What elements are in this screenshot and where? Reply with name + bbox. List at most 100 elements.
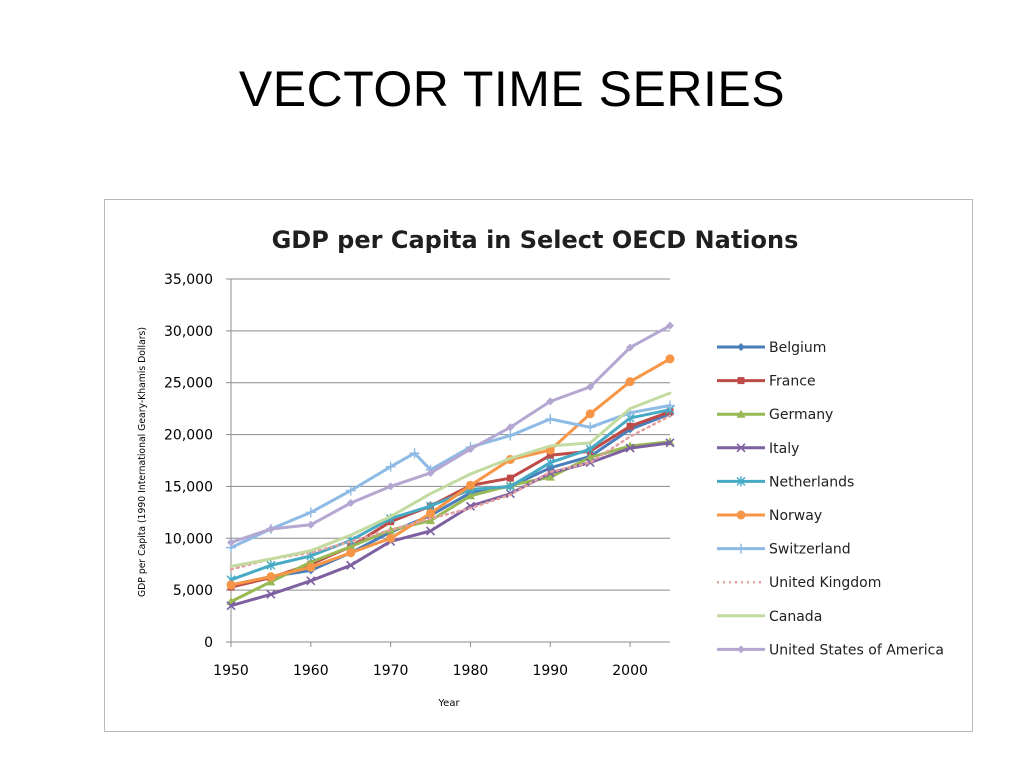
x-tick-label: 1970 xyxy=(373,663,409,679)
legend-item: Belgium xyxy=(717,340,826,356)
data-point xyxy=(465,480,475,490)
data-point xyxy=(409,448,420,459)
data-point xyxy=(505,430,516,441)
data-point xyxy=(466,445,475,454)
data-point xyxy=(266,589,276,599)
y-tick-label: 15,000 xyxy=(164,479,213,495)
legend-marker xyxy=(736,409,746,418)
data-point xyxy=(306,562,316,572)
series-line xyxy=(229,391,672,568)
data-point xyxy=(585,409,595,419)
data-point xyxy=(665,438,675,448)
gdp-line-chart: GDP per Capita in Select OECD Nations 0 5… xyxy=(137,226,944,709)
data-point xyxy=(385,461,396,472)
series-germany xyxy=(226,437,675,606)
y-tick-label: 0 xyxy=(204,635,213,651)
data-point xyxy=(465,501,476,511)
data-point xyxy=(586,382,595,391)
series-line xyxy=(229,324,672,544)
data-point xyxy=(386,533,396,543)
legend-marker xyxy=(736,476,746,487)
data-point xyxy=(305,507,316,518)
legend-label: Germany xyxy=(769,407,833,423)
axes: 0 5,000 10,000 15,000 20,000 25,000 30,000 35,0… xyxy=(164,272,670,679)
legend-item: United States of America xyxy=(717,642,944,658)
data-point xyxy=(346,548,356,558)
legend: Belgium France Germany Italy Netherlands Norw… xyxy=(717,340,944,658)
data-point xyxy=(585,452,595,461)
y-tick-label: 20,000 xyxy=(164,428,213,444)
data-point xyxy=(306,520,315,529)
data-point xyxy=(346,499,355,508)
data-point xyxy=(266,524,275,533)
data-point xyxy=(226,580,236,590)
legend-item: Switzerland xyxy=(717,542,851,558)
data-point xyxy=(625,377,635,387)
legend-item: France xyxy=(717,374,816,390)
y-tick-label: 5,000 xyxy=(173,583,213,599)
series-norway xyxy=(226,354,675,590)
series-line xyxy=(229,440,672,604)
data-point xyxy=(266,560,276,571)
y-tick-label: 25,000 xyxy=(164,376,213,392)
data-point xyxy=(505,481,515,492)
data-point xyxy=(625,443,635,453)
series-line xyxy=(229,412,672,587)
series-switzerland xyxy=(226,400,675,553)
chart-frame: GDP per Capita in Select OECD Nations 0 5… xyxy=(104,199,973,732)
x-tick-label: 1960 xyxy=(293,663,329,679)
legend-marker xyxy=(737,645,745,654)
x-tick-label: 2000 xyxy=(612,663,648,679)
data-point xyxy=(545,414,556,425)
series-italy xyxy=(226,438,675,611)
x-tick-label: 1980 xyxy=(453,663,489,679)
legend-marker xyxy=(737,377,745,385)
data-point xyxy=(665,354,675,364)
legend-label: Switzerland xyxy=(769,542,851,558)
series-line xyxy=(229,357,672,587)
x-tick-label: 1950 xyxy=(213,663,249,679)
series-line xyxy=(229,414,672,571)
data-point xyxy=(626,422,634,430)
slide-title: VECTOR TIME SERIES xyxy=(238,61,786,117)
legend-item: Netherlands xyxy=(717,474,854,490)
data-point xyxy=(266,572,276,582)
data-point xyxy=(545,457,555,468)
data-point xyxy=(346,542,356,551)
data-point xyxy=(545,472,555,481)
chart-title: GDP per Capita in Select OECD Nations xyxy=(272,226,799,254)
x-axis-label: Year xyxy=(437,698,460,709)
data-point xyxy=(227,538,235,547)
series-canada xyxy=(229,391,672,568)
legend-label: Netherlands xyxy=(769,474,854,490)
legend-label: Canada xyxy=(769,609,822,625)
series-layer xyxy=(226,321,675,611)
data-point xyxy=(465,491,475,500)
data-point xyxy=(546,451,554,459)
legend-marker xyxy=(737,343,745,351)
data-point xyxy=(345,485,356,496)
y-axis-label: GDP per Capita (1990 International Geary… xyxy=(137,327,148,597)
y-tick-label: 35,000 xyxy=(164,272,213,288)
data-point xyxy=(426,468,435,477)
legend-marker xyxy=(736,443,746,453)
legend-item: Canada xyxy=(717,609,822,625)
data-point xyxy=(426,516,436,525)
data-point xyxy=(585,444,595,455)
data-point xyxy=(425,526,436,536)
data-point xyxy=(266,577,276,586)
x-tick-label: 1990 xyxy=(532,663,568,679)
legend-item: Norway xyxy=(717,508,822,524)
data-point xyxy=(226,601,236,611)
data-point xyxy=(506,474,514,482)
legend-label: United States of America xyxy=(769,642,944,658)
legend-label: France xyxy=(769,374,816,390)
legend-item: Italy xyxy=(717,441,799,457)
data-point xyxy=(386,482,395,491)
gridlines xyxy=(231,278,670,591)
data-point xyxy=(665,400,675,411)
legend-label: United Kingdom xyxy=(769,575,881,591)
y-tick-label: 30,000 xyxy=(164,324,213,340)
legend-item: Germany xyxy=(717,407,833,423)
series-united-kingdom xyxy=(229,414,672,571)
